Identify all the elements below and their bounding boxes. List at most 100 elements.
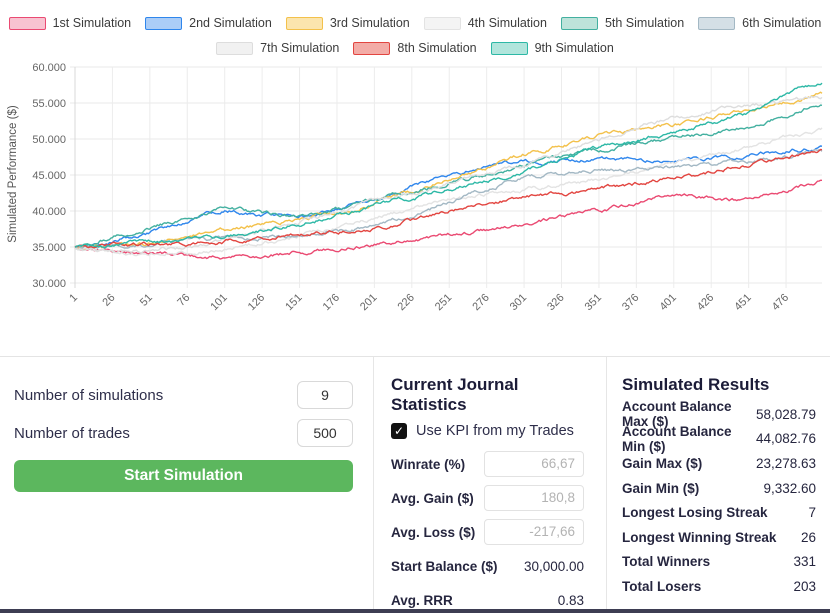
vertical-divider [373,357,374,610]
x-tick-label: 451 [732,292,753,313]
journal-statistics-panel: Current Journal Statistics ✓ Use KPI fro… [374,357,606,611]
use-kpi-label: Use KPI from my Trades [416,423,574,439]
chart-line-1st-simulation [74,179,822,260]
result-row: Longest Winning Streak 26 [622,525,816,550]
legend-swatch [8,16,46,30]
legend-item-7th-simulation[interactable]: 7th Simulation [216,41,339,55]
start-simulation-button[interactable]: Start Simulation [14,460,353,492]
legend-swatch [353,41,391,55]
x-tick-label: 1 [67,292,80,305]
x-tick-label: 226 [395,292,416,313]
simulated-results-panel: Simulated Results Account Balance Max ($… [607,357,830,611]
simulation-line-chart: 60.000 55.000 50.000 45.000 40.000 35.000 30.0… [32,62,823,313]
legend-swatch [145,16,183,30]
x-tick-label: 151 [283,292,304,313]
legend-item-3rd-simulation[interactable]: 3rd Simulation [285,16,410,30]
chart-line-7th-simulation [74,95,823,254]
window-bottom-edge [0,609,830,613]
stat-disabled-input: 66,67 [484,451,584,477]
legend-swatch [490,41,528,55]
legend-label: 7th Simulation [260,41,340,55]
performance-chart: 1st Simulation 2nd Simulation 3rd Simulati… [0,16,830,313]
stat-value: 0.83 [557,592,584,608]
result-label: Total Losers [622,578,702,594]
stat-label: Avg. Loss ($) [391,524,476,540]
chart-line-9th-simulation [74,82,823,249]
y-tick-label: 35.000 [32,242,66,254]
simulated-results-title: Simulated Results [622,375,770,394]
result-row: Gain Max ($) 23,278.63 [622,451,816,476]
chart-line-6th-simulation [74,148,823,249]
stat-label: Avg. Gain ($) [391,490,474,506]
num-simulations-input[interactable] [297,381,353,409]
chart-legend-row-2: 7th Simulation 8th Simulation 9th Simulati… [0,41,830,55]
y-tick-label: 50.000 [32,134,66,146]
x-tick-label: 376 [620,292,641,313]
result-row: Longest Losing Streak 7 [622,500,816,525]
stat-label: Avg. RRR [391,592,453,608]
vertical-divider [606,357,607,610]
legend-item-6th-simulation[interactable]: 6th Simulation [698,16,821,30]
result-label: Longest Winning Streak [622,529,777,545]
x-tick-label: 101 [208,292,229,313]
x-tick-label: 176 [321,292,342,313]
legend-item-9th-simulation[interactable]: 9th Simulation [490,41,614,55]
x-tick-label: 476 [770,292,791,313]
x-tick-label: 76 [175,292,192,309]
legend-label: 2nd Simulation [189,16,272,30]
x-tick-label: 301 [508,292,529,313]
num-trades-row: Number of trades [14,419,353,447]
legend-label: 9th Simulation [534,41,614,55]
result-label: Account Balance Max ($) [622,399,732,430]
y-axis-title: Simulated Performance ($) [7,105,19,243]
journal-stat-row: Avg. RRR 0.83 [391,583,584,613]
result-label: Account Balance Min ($) [622,423,732,454]
y-tick-label: 40.000 [32,206,66,218]
result-row: Account Balance Max ($) 58,028.79 [622,399,816,430]
chart-line-8th-simulation [74,148,823,249]
legend-item-8th-simulation[interactable]: 8th Simulation [353,41,477,55]
journal-stat-row: Start Balance ($) 30,000.00 [391,549,584,583]
use-kpi-row: ✓ Use KPI from my Trades [391,423,584,439]
legend-item-5th-simulation[interactable]: 5th Simulation [560,16,685,30]
chart-legend-row-1: 1st Simulation 2nd Simulation 3rd Simulati… [0,16,830,30]
result-value: 203 [793,578,816,594]
journal-statistics-title: Current Journal Statistics [391,375,519,414]
result-value: 26 [800,529,816,545]
y-tick-label: 55.000 [32,98,66,110]
x-tick-label: 276 [470,292,491,313]
num-simulations-label: Number of simulations [14,386,164,404]
legend-item-2nd-simulation[interactable]: 2nd Simulation [145,16,272,30]
num-trades-input[interactable] [297,419,353,447]
legend-swatch [423,16,461,30]
stat-label: Start Balance ($) [391,558,498,574]
chart-line-4th-simulation [74,127,823,257]
journal-stat-row: Winrate (%) 66,67 [391,447,584,481]
result-value: 23,278.63 [755,455,816,471]
stat-value: 30,000.00 [523,558,584,574]
legend-swatch [698,16,736,30]
result-label: Longest Losing Streak [622,505,768,521]
stat-disabled-input: 180,8 [484,485,584,511]
legend-item-4th-simulation[interactable]: 4th Simulation [423,16,547,30]
simulation-controls-panel: Number of simulations Number of trades S… [0,357,373,611]
y-tick-label: 30.000 [32,278,66,290]
x-tick-label: 351 [583,292,604,313]
use-kpi-checkbox[interactable]: ✓ [391,423,407,439]
result-value: 9,332.60 [763,480,816,496]
result-label: Total Winners [622,554,711,570]
legend-label: 4th Simulation [467,16,547,30]
stat-label: Winrate (%) [391,456,466,472]
result-value: 58,028.79 [755,406,816,422]
journal-stat-row: Avg. Loss ($) -217,66 [391,515,584,549]
legend-label: 5th Simulation [604,16,685,30]
num-simulations-row: Number of simulations [14,381,353,409]
legend-swatch [560,16,598,30]
legend-item-1st-simulation[interactable]: 1st Simulation [8,16,132,30]
legend-swatch [285,16,323,30]
stat-disabled-input: -217,66 [484,519,584,545]
num-trades-label: Number of trades [14,424,130,442]
legend-label: 1st Simulation [52,16,132,30]
result-row: Account Balance Min ($) 44,082.76 [622,423,816,454]
